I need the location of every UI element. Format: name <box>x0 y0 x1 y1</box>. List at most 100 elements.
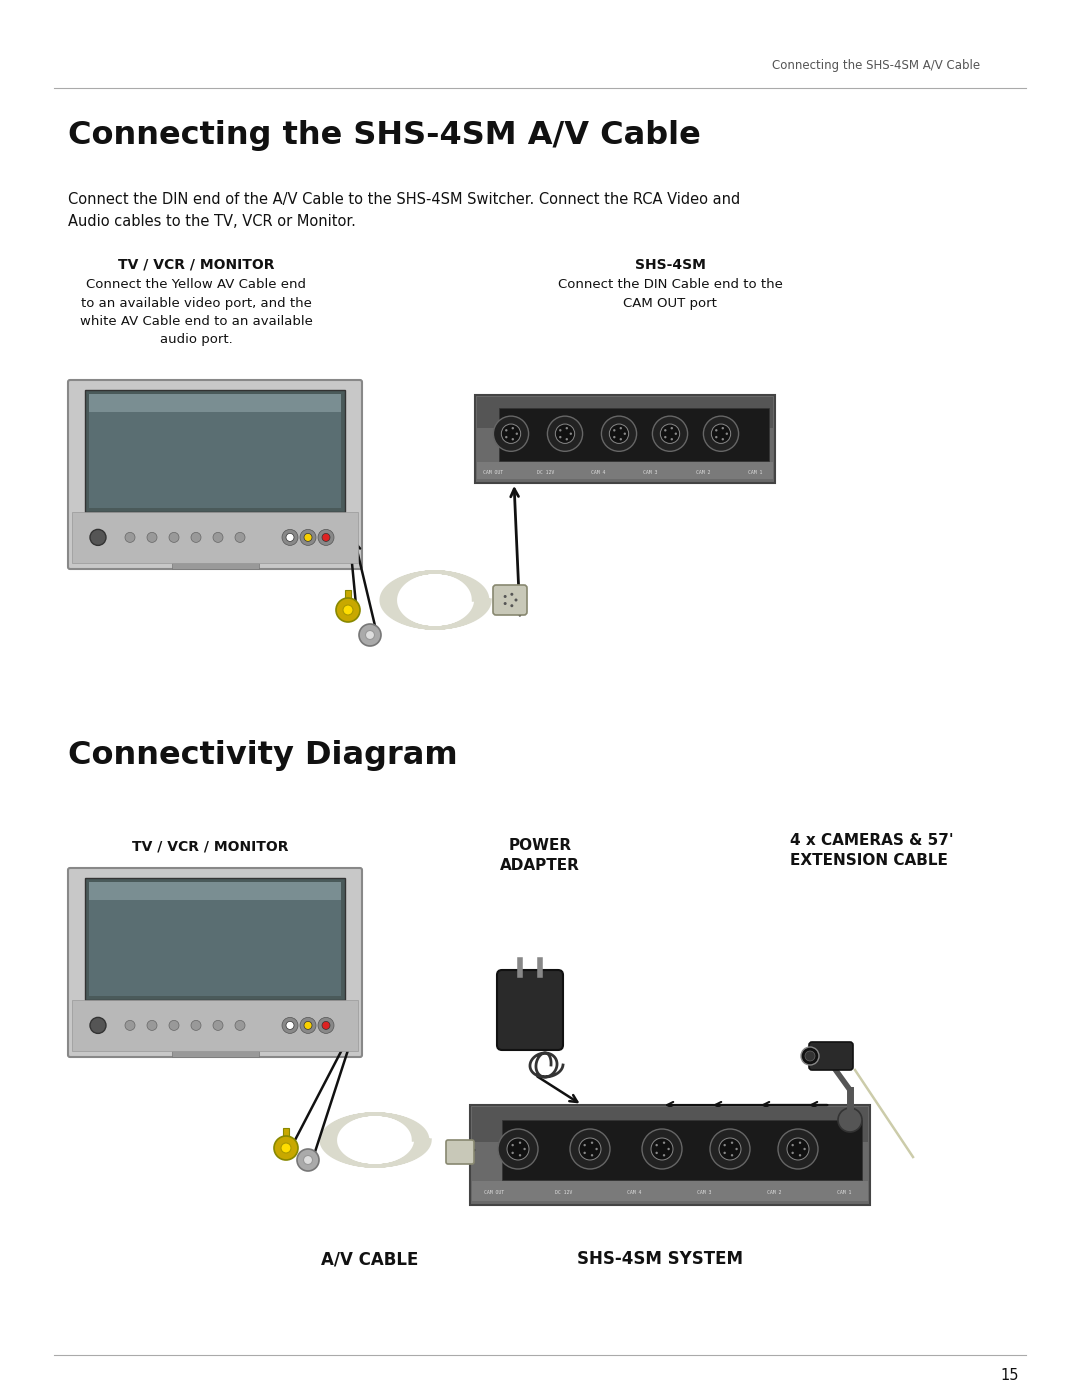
Circle shape <box>125 1020 135 1031</box>
Bar <box>89 882 341 900</box>
Text: SHS-4SM: SHS-4SM <box>635 258 705 272</box>
Circle shape <box>511 605 513 608</box>
Circle shape <box>570 1129 610 1169</box>
Circle shape <box>518 1154 522 1157</box>
Circle shape <box>555 425 575 443</box>
Circle shape <box>125 532 135 542</box>
Bar <box>283 1127 289 1148</box>
Circle shape <box>336 598 360 622</box>
Text: CAM 3: CAM 3 <box>697 1190 712 1196</box>
Circle shape <box>235 532 245 542</box>
Circle shape <box>282 1017 298 1034</box>
Circle shape <box>191 1020 201 1031</box>
Circle shape <box>804 1148 806 1150</box>
Circle shape <box>168 1020 179 1031</box>
Bar <box>85 390 345 513</box>
Bar <box>172 1051 258 1058</box>
Text: 4 x CAMERAS & 57'
EXTENSION CABLE: 4 x CAMERAS & 57' EXTENSION CABLE <box>789 833 954 868</box>
Bar <box>89 394 341 509</box>
Circle shape <box>721 439 724 440</box>
Circle shape <box>724 1151 726 1154</box>
Text: CAM 4: CAM 4 <box>591 469 605 475</box>
Text: A/V CABLE: A/V CABLE <box>322 1250 419 1268</box>
Bar <box>85 877 345 1000</box>
Circle shape <box>675 433 677 434</box>
Circle shape <box>318 529 334 545</box>
Bar <box>72 999 357 1052</box>
Circle shape <box>583 1151 585 1154</box>
Circle shape <box>503 595 507 598</box>
Circle shape <box>787 1139 809 1160</box>
Circle shape <box>303 1021 312 1030</box>
Text: POWER
ADAPTER: POWER ADAPTER <box>500 838 580 873</box>
Circle shape <box>507 1139 529 1160</box>
Circle shape <box>731 1154 733 1157</box>
Circle shape <box>511 592 513 595</box>
Circle shape <box>715 429 717 432</box>
Circle shape <box>792 1144 794 1147</box>
Circle shape <box>213 532 222 542</box>
Circle shape <box>710 1129 750 1169</box>
Circle shape <box>303 534 312 542</box>
FancyBboxPatch shape <box>497 970 563 1051</box>
Bar <box>477 462 773 479</box>
Bar <box>172 563 258 569</box>
Circle shape <box>90 1017 106 1034</box>
Circle shape <box>799 1141 801 1144</box>
Text: Connect the Yellow AV Cable end
to an available video port, and the
white AV Cab: Connect the Yellow AV Cable end to an av… <box>80 278 312 346</box>
Circle shape <box>731 1141 733 1144</box>
Text: Connecting the SHS-4SM A/V Cable: Connecting the SHS-4SM A/V Cable <box>772 59 980 71</box>
Circle shape <box>663 1154 665 1157</box>
Bar <box>89 394 341 412</box>
Circle shape <box>168 532 179 542</box>
Circle shape <box>359 624 381 645</box>
Text: CAM 4: CAM 4 <box>626 1190 642 1196</box>
Circle shape <box>801 1046 819 1065</box>
Circle shape <box>838 1108 862 1132</box>
Text: Connecting the SHS-4SM A/V Cable: Connecting the SHS-4SM A/V Cable <box>68 120 701 151</box>
Circle shape <box>235 1020 245 1031</box>
Text: 15: 15 <box>1001 1368 1020 1383</box>
Circle shape <box>501 425 521 443</box>
Circle shape <box>512 1144 514 1147</box>
Bar <box>502 1120 862 1180</box>
Circle shape <box>642 1129 681 1169</box>
Circle shape <box>286 534 294 542</box>
Circle shape <box>297 1148 319 1171</box>
Bar <box>345 590 351 610</box>
Circle shape <box>512 427 514 429</box>
Circle shape <box>620 439 622 440</box>
Circle shape <box>656 1151 658 1154</box>
Bar <box>470 1105 870 1206</box>
Circle shape <box>498 1129 538 1169</box>
Circle shape <box>566 439 568 440</box>
Circle shape <box>274 1136 298 1160</box>
Circle shape <box>191 532 201 542</box>
Circle shape <box>505 429 508 432</box>
FancyBboxPatch shape <box>809 1042 853 1070</box>
Circle shape <box>559 429 562 432</box>
Circle shape <box>664 436 666 439</box>
Text: CAM 1: CAM 1 <box>748 469 762 475</box>
Circle shape <box>515 433 518 434</box>
Circle shape <box>792 1151 794 1154</box>
Bar <box>472 1106 868 1141</box>
Circle shape <box>147 1020 157 1031</box>
Text: DC 12V: DC 12V <box>555 1190 572 1196</box>
Bar <box>72 511 357 563</box>
Text: DC 12V: DC 12V <box>537 469 554 475</box>
Circle shape <box>735 1148 738 1150</box>
Circle shape <box>667 1148 670 1150</box>
Circle shape <box>518 1141 522 1144</box>
Circle shape <box>663 1141 665 1144</box>
Text: CAM 1: CAM 1 <box>837 1190 851 1196</box>
Circle shape <box>712 425 731 443</box>
Text: CAM 2: CAM 2 <box>767 1190 781 1196</box>
Circle shape <box>505 436 508 439</box>
Circle shape <box>90 529 106 545</box>
Circle shape <box>494 416 528 451</box>
Circle shape <box>300 529 316 545</box>
Circle shape <box>724 1144 726 1147</box>
Circle shape <box>512 439 514 440</box>
Circle shape <box>583 1144 585 1147</box>
